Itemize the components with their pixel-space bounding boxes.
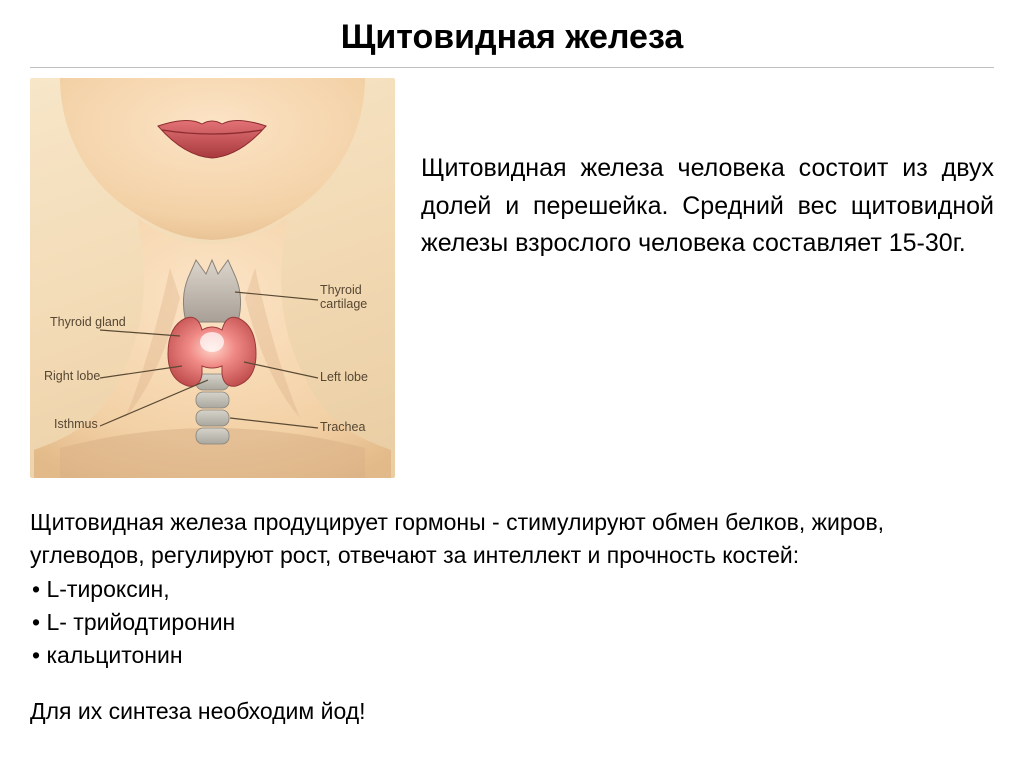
bottom-block: Щитовидная железа продуцирует гормоны - …	[30, 506, 994, 728]
bullet-2-text: L- трийодтиронин	[46, 609, 235, 635]
bullet-1-text: L-тироксин,	[46, 576, 169, 602]
thyroid-highlight	[200, 332, 224, 352]
bullet-3-text: кальцитонин	[46, 642, 182, 668]
label-left-lobe: Left lobe	[320, 371, 368, 385]
description-paragraph: Щитовидная железа человека состоит из дв…	[421, 78, 994, 263]
bullet-1: • L-тироксин,	[32, 573, 994, 606]
label-thyroid-gland: Thyroid gland	[50, 316, 126, 330]
bottom-lead: Щитовидная железа продуцирует гормоны - …	[30, 506, 994, 573]
bottom-closing: Для их синтеза необходим йод!	[30, 695, 994, 728]
label-thyroid-cartilage: Thyroid cartilage	[320, 284, 390, 312]
bullet-3: • кальцитонин	[32, 639, 994, 672]
label-thyroid-cartilage-text: Thyroid cartilage	[320, 284, 390, 312]
label-isthmus: Isthmus	[54, 418, 98, 432]
thyroid-diagram: Thyroid gland Right lobe Isthmus Thyroid…	[30, 78, 395, 478]
spacer	[30, 673, 994, 695]
slide: Щитовидная железа	[0, 0, 1024, 767]
page-title: Щитовидная железа	[30, 12, 994, 68]
thyroid-cartilage	[183, 260, 240, 322]
label-trachea: Trachea	[320, 421, 365, 435]
bullet-2: • L- трийодтиронин	[32, 606, 994, 639]
label-right-lobe: Right lobe	[44, 370, 100, 384]
face-shape	[60, 78, 365, 240]
content-row: Thyroid gland Right lobe Isthmus Thyroid…	[30, 78, 994, 478]
